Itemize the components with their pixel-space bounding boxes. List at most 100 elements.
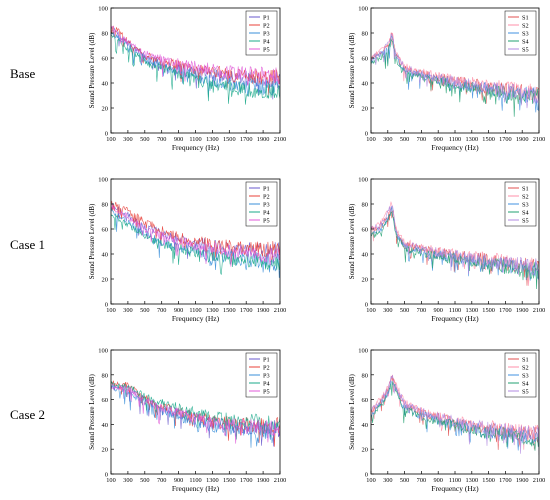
x-tick-label: 100 <box>106 477 115 484</box>
chart-panel-1: 0 20 40 60 80 100 100 300 500 700 900 1100 1300 1500 1… <box>348 6 545 153</box>
legend-label: P4 <box>263 38 271 45</box>
y-tick-label: 100 <box>358 348 368 355</box>
y-tick-label: 20 <box>102 447 109 454</box>
y-axis-label: Sound Pressure Level (dB) <box>348 203 356 279</box>
y-axis-label: Sound Pressure Level (dB) <box>348 32 356 108</box>
y-tick-label: 0 <box>365 472 368 479</box>
x-tick-label: 900 <box>174 477 183 484</box>
x-tick-label: 1100 <box>449 477 461 484</box>
x-tick-label: 1300 <box>466 307 479 314</box>
x-tick-label: 1500 <box>482 307 495 314</box>
legend-label: S3 <box>522 30 529 37</box>
y-tick-label: 100 <box>358 6 368 13</box>
x-tick-label: 100 <box>366 307 375 314</box>
y-tick-label: 60 <box>362 56 369 63</box>
y-tick-label: 60 <box>102 56 109 63</box>
y-tick-label: 80 <box>362 372 369 379</box>
x-tick-label: 900 <box>433 307 442 314</box>
x-tick-label: 2100 <box>533 136 546 143</box>
legend-label: S2 <box>522 364 529 371</box>
chart-panel-4: 0 20 40 60 80 100 100 300 500 700 900 1100 1300 1500 1… <box>88 348 286 494</box>
x-tick-label: 700 <box>157 307 166 314</box>
legend-label: P4 <box>263 380 271 387</box>
legend-label: P5 <box>263 388 270 395</box>
legend-label: S3 <box>522 201 529 208</box>
legend-label: S5 <box>522 217 529 224</box>
x-tick-label: 1700 <box>240 136 253 143</box>
legend-label: S5 <box>522 46 529 53</box>
y-tick-label: 40 <box>102 422 109 429</box>
y-tick-label: 0 <box>105 131 108 138</box>
legend-label: S1 <box>522 356 529 363</box>
y-tick-label: 40 <box>362 252 369 259</box>
x-tick-label: 700 <box>417 477 426 484</box>
y-tick-label: 60 <box>362 227 369 234</box>
legend-label: P2 <box>263 364 270 371</box>
x-tick-label: 1100 <box>189 477 201 484</box>
series-group <box>371 200 539 290</box>
y-tick-label: 80 <box>102 372 109 379</box>
legend-label: P3 <box>263 372 270 379</box>
x-tick-label: 700 <box>417 307 426 314</box>
x-tick-label: 900 <box>174 307 183 314</box>
x-tick-label: 500 <box>140 307 149 314</box>
legend-label: P2 <box>263 193 270 200</box>
x-tick-label: 1500 <box>223 307 236 314</box>
series-line-p5 <box>111 385 280 444</box>
x-tick-label: 300 <box>383 307 392 314</box>
x-tick-label: 1900 <box>516 477 529 484</box>
x-tick-label: 1300 <box>466 477 479 484</box>
x-tick-label: 100 <box>366 477 375 484</box>
chart-panel-2: 0 20 40 60 80 100 100 300 500 700 900 1100 1300 1500 1… <box>88 177 286 324</box>
x-tick-label: 500 <box>400 477 409 484</box>
x-tick-label: 1300 <box>206 307 219 314</box>
series-line-s5 <box>371 375 539 456</box>
y-tick-label: 40 <box>362 81 369 88</box>
legend-label: P4 <box>263 209 271 216</box>
x-tick-label: 500 <box>140 477 149 484</box>
y-tick-label: 20 <box>102 277 109 284</box>
y-tick-label: 60 <box>362 397 369 404</box>
legend-label: S4 <box>522 209 530 216</box>
row-label-case-2: Case 2 <box>10 407 45 422</box>
x-tick-label: 900 <box>174 136 183 143</box>
x-tick-label: 2100 <box>533 307 546 314</box>
x-tick-label: 700 <box>157 136 166 143</box>
y-axis-label: Sound Pressure Level (dB) <box>88 32 96 108</box>
series-line-p3 <box>111 385 280 448</box>
y-tick-label: 20 <box>362 277 369 284</box>
series-line-s3 <box>371 35 539 113</box>
x-tick-label: 100 <box>106 136 115 143</box>
y-tick-label: 100 <box>358 177 368 184</box>
series-line-s5 <box>371 205 539 285</box>
x-tick-label: 1500 <box>223 477 236 484</box>
x-tick-label: 900 <box>433 136 442 143</box>
legend-label: S1 <box>522 14 529 21</box>
x-tick-label: 300 <box>123 477 132 484</box>
x-axis-label: Frequency (Hz) <box>172 143 220 152</box>
chart-panel-0: 0 20 40 60 80 100 100 300 500 700 900 1100 1300 1500 1… <box>88 6 286 153</box>
x-tick-label: 1700 <box>499 307 512 314</box>
legend-label: S3 <box>522 372 529 379</box>
legend-label: P1 <box>263 14 270 21</box>
x-tick-label: 1300 <box>466 136 479 143</box>
x-tick-label: 1700 <box>499 136 512 143</box>
series-group <box>111 200 280 278</box>
y-tick-label: 80 <box>362 31 369 38</box>
x-axis-label: Frequency (Hz) <box>172 314 220 323</box>
y-tick-label: 20 <box>362 106 369 113</box>
x-axis-label: Frequency (Hz) <box>431 484 479 493</box>
series-group <box>111 24 280 105</box>
series-line-p3 <box>111 32 280 98</box>
y-tick-label: 80 <box>362 202 369 209</box>
y-tick-label: 0 <box>105 302 108 309</box>
y-tick-label: 80 <box>102 31 109 38</box>
x-tick-label: 500 <box>400 307 409 314</box>
series-group <box>111 380 280 448</box>
y-tick-label: 100 <box>98 348 108 355</box>
legend-label: P5 <box>263 46 270 53</box>
